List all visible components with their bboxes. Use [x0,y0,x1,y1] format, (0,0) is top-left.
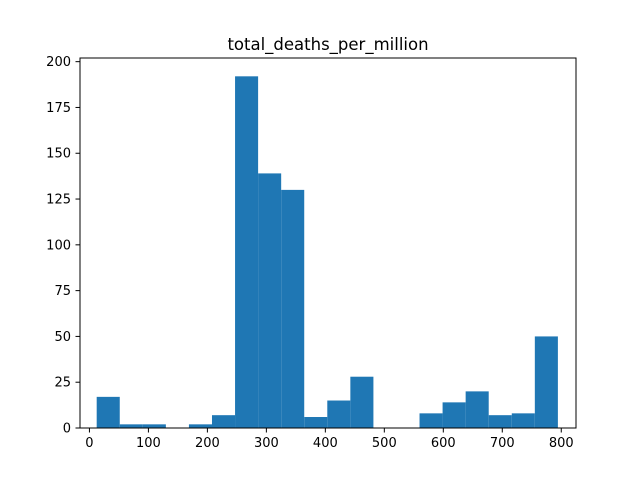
x-tick-label: 300 [254,436,279,451]
y-tick-label: 75 [54,284,71,299]
histogram-bar-18 [511,413,535,428]
x-tick-label: 600 [431,436,456,451]
histogram-bar-1 [119,424,143,428]
x-tick-label: 100 [136,436,161,451]
chart-title: total_deaths_per_million [227,35,428,55]
histogram-bar-0 [96,396,120,428]
histogram-bar-6 [235,76,259,428]
histogram-bar-4 [188,424,212,428]
y-tick-label: 0 [63,422,71,437]
histogram-bar-9 [304,417,328,428]
histogram-bar-2 [142,424,166,428]
x-tick-label: 500 [372,436,397,451]
y-tick-label: 200 [46,55,71,70]
x-tick-label: 400 [313,436,338,451]
axes-frame [79,57,577,429]
bars-group [96,76,558,428]
y-tick-label: 100 [46,238,71,253]
x-tick-label: 700 [490,436,515,451]
y-axis: 0 25 50 75 100 125 150 175 200 [46,55,80,437]
y-tick-label: 25 [54,376,71,391]
histogram-bar-15 [442,402,466,428]
x-tick-label: 200 [195,436,220,451]
x-tick-label: 800 [549,436,574,451]
histogram-bar-7 [258,173,282,428]
x-axis: 0 100 200 300 400 500 600 700 800 [85,428,574,451]
histogram-bar-19 [534,336,558,428]
histogram-bar-17 [488,415,512,428]
histogram-bar-11 [350,376,374,428]
y-tick-label: 50 [54,330,71,345]
histogram-bar-10 [327,400,351,428]
x-tick-label: 0 [85,436,93,451]
histogram-bar-8 [281,189,305,428]
histogram-bar-16 [465,391,489,428]
y-tick-label: 150 [46,147,71,162]
histogram-bar-14 [419,413,443,428]
y-tick-label: 125 [46,193,71,208]
y-tick-label: 175 [46,101,71,116]
histogram-bar-5 [211,415,236,428]
